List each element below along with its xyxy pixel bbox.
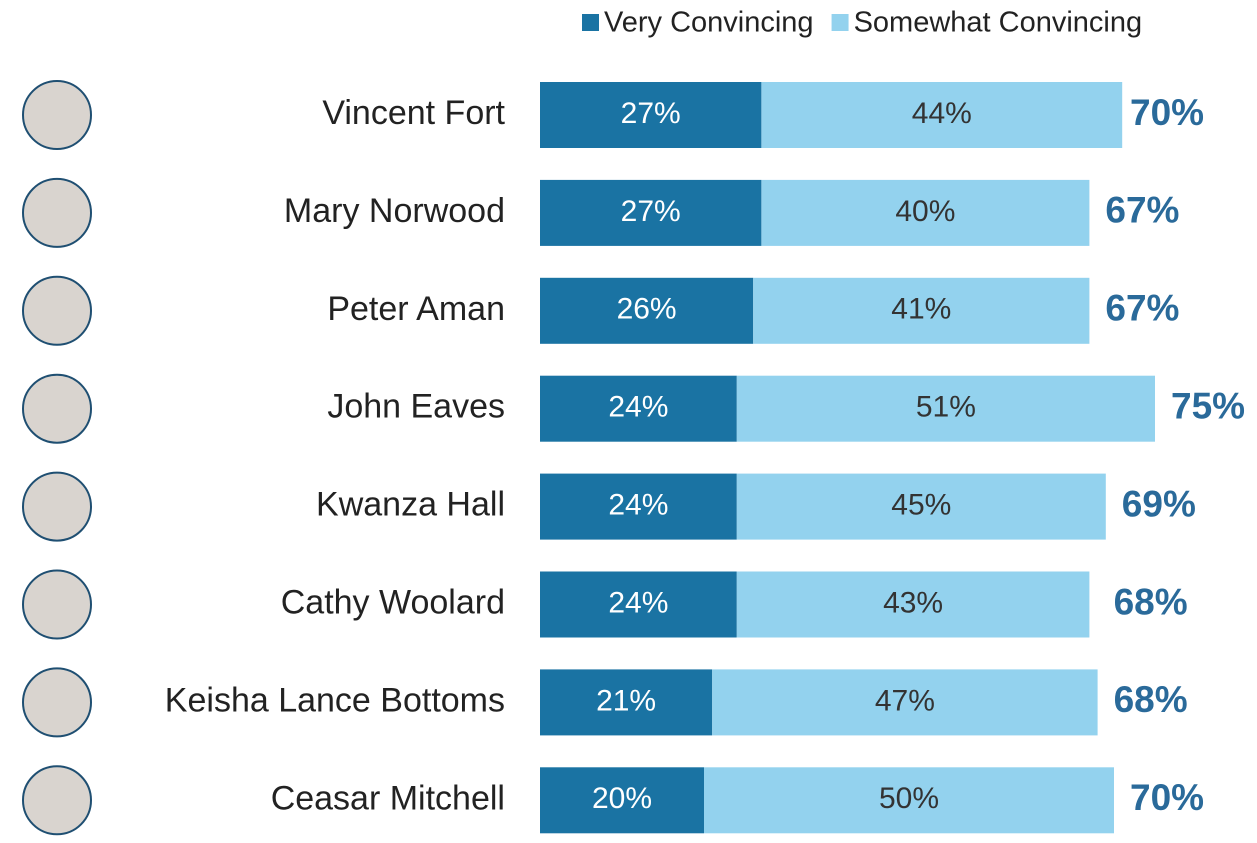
total-label: 67% [1105,288,1179,329]
value-label: 43% [883,586,943,619]
legend-label: Somewhat Convincing [854,7,1143,39]
total-label: 75% [1171,385,1245,426]
category-label: Ceasar Mitchell [271,779,505,817]
avatar [22,80,92,150]
total-label: 68% [1114,679,1188,720]
bar-segment [736,375,1155,442]
value-label: 51% [916,391,976,424]
value-label: 50% [879,782,939,815]
value-label: 27% [621,195,681,228]
value-label: 40% [895,195,955,228]
category-label: Vincent Fort [322,94,505,132]
category-label: Keisha Lance Bottoms [165,681,505,719]
bar-segment [540,473,737,540]
avatar [22,275,92,346]
bar-segment [540,375,737,442]
bar-segment [736,473,1106,540]
legend-label: Very Convincing [604,7,814,39]
total-label: 70% [1130,92,1204,133]
bar-segment [540,767,704,834]
bar-segment [761,82,1123,148]
bar-segment [540,571,737,638]
value-label: 27% [621,97,681,130]
bar-segment [540,179,762,246]
avatar [22,373,92,444]
value-label: 26% [617,293,677,326]
category-label: Mary Norwood [284,192,505,230]
bar-segment [540,277,754,344]
bar-segment [540,669,713,736]
value-label: 24% [608,586,668,619]
bar-segment [704,767,1114,834]
total-label: 67% [1105,190,1179,231]
legend-swatch [582,14,599,31]
value-label: 24% [608,489,668,522]
bar-segment [712,669,1098,736]
avatar [22,765,92,836]
category-label: Cathy Woolard [281,583,505,621]
bar-segment [753,277,1090,344]
total-label: 70% [1130,777,1204,818]
total-label: 69% [1122,483,1196,524]
value-label: 24% [608,391,668,424]
bar-segment [736,571,1090,638]
bar-segment [761,179,1090,246]
category-label: Peter Aman [327,290,505,328]
total-label: 68% [1114,581,1188,622]
value-label: 21% [596,684,656,717]
value-label: 44% [912,97,972,130]
value-label: 45% [891,489,951,522]
avatar [22,569,92,640]
category-label: John Eaves [327,388,505,426]
bar-segment [540,82,762,148]
value-label: 41% [891,293,951,326]
avatar [22,667,92,738]
avatar [22,177,92,248]
category-label: Kwanza Hall [316,486,505,524]
legend-swatch [831,14,849,31]
value-label: 47% [875,684,935,717]
avatar [22,471,92,542]
value-label: 20% [592,782,652,815]
